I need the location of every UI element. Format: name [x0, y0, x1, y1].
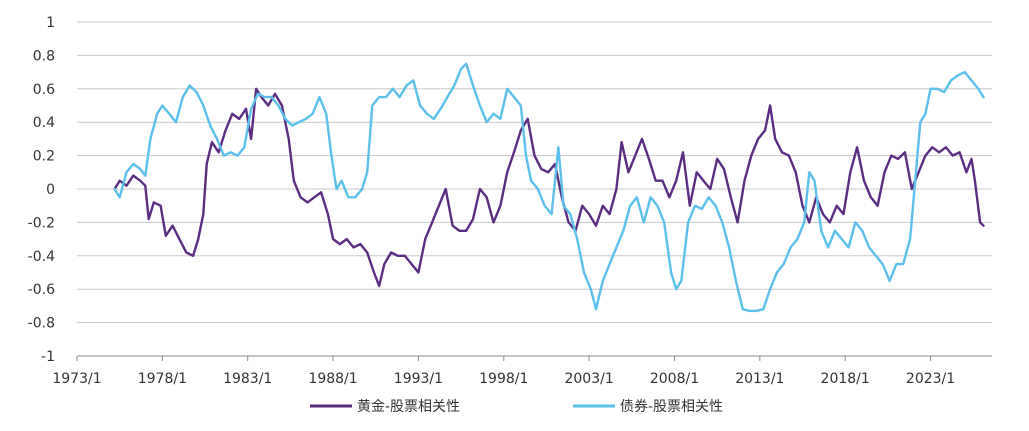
- x-tick-label: 1973/1: [52, 371, 101, 387]
- x-tick-label: 1993/1: [394, 371, 443, 387]
- x-tick-label: 1998/1: [479, 371, 528, 387]
- series-line-bond-stock: [113, 62, 985, 313]
- y-tick-label: 0: [46, 182, 55, 198]
- y-tick-label: 0.8: [33, 48, 55, 64]
- y-axis-tick-labels: 1 0.8 0.6 0.4 0.2 0 -0.2 -0.4 -0.6 -0.8 -1: [28, 15, 55, 365]
- legend: 黄金-股票相关性 债券-股票相关性: [310, 398, 723, 415]
- x-tick-label: 1988/1: [308, 371, 357, 387]
- x-tick-label: 1978/1: [138, 371, 187, 387]
- x-tick-label: 2003/1: [564, 371, 613, 387]
- y-tick-label: -0.8: [28, 316, 55, 332]
- x-tick-label: 2013/1: [735, 371, 784, 387]
- x-axis: [76, 355, 992, 361]
- x-axis-tick-labels: 1973/1 1978/1 1983/1 1988/1 1993/1 1998/1 2003…: [52, 371, 955, 387]
- y-tick-label: -1: [41, 349, 55, 365]
- series-line-gold-stock: [113, 87, 985, 288]
- y-tick-label: 1: [46, 15, 55, 31]
- y-tick-label: 0.4: [33, 115, 55, 131]
- y-tick-label: -0.4: [28, 249, 55, 265]
- y-tick-label: -0.6: [28, 282, 55, 298]
- y-tick-label: 0.2: [33, 149, 55, 165]
- x-tick-label: 1983/1: [223, 371, 272, 387]
- x-tick-label: 2018/1: [821, 371, 870, 387]
- legend-label: 债券-股票相关性: [620, 399, 723, 415]
- x-tick-label: 2023/1: [906, 371, 955, 387]
- y-tick-label: 0.6: [33, 82, 55, 98]
- legend-label: 黄金-股票相关性: [357, 398, 460, 415]
- y-tick-label: -0.2: [28, 215, 55, 231]
- x-tick-label: 2008/1: [650, 371, 699, 387]
- grid: [77, 21, 992, 357]
- series-lines: [113, 62, 985, 313]
